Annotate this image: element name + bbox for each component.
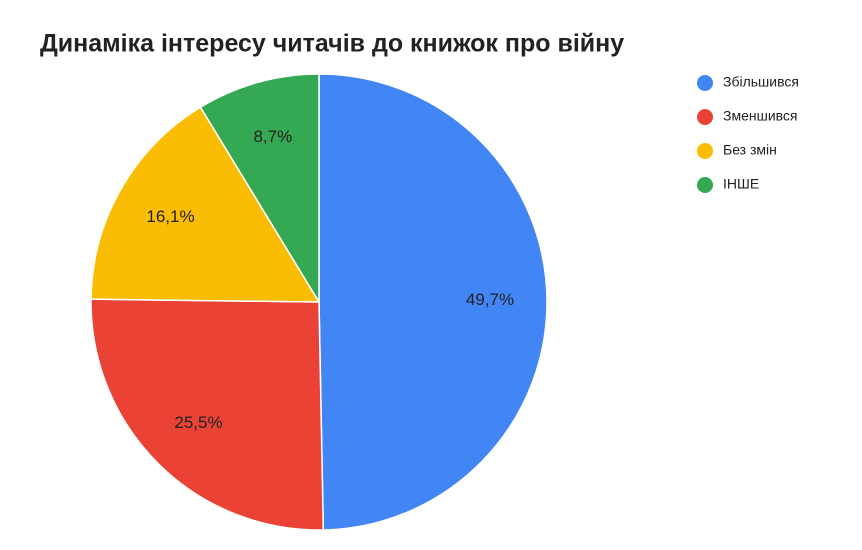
- pie-slice: [318, 73, 548, 531]
- legend-label: Без змін: [723, 142, 777, 158]
- pie-slice: [199, 73, 320, 305]
- legend-label: Зменшився: [723, 108, 798, 124]
- legend-swatch: [697, 75, 713, 91]
- pie-slice: [90, 106, 321, 303]
- legend-label: ІНШЕ: [723, 176, 759, 192]
- legend-label: Збільшився: [723, 74, 799, 90]
- data-label: 16,1%: [146, 207, 194, 226]
- legend-swatch: [697, 177, 713, 193]
- pie-slice: [90, 298, 325, 531]
- legend-swatch: [697, 143, 713, 159]
- chart-title: Динаміка інтересу читачів до книжок про …: [40, 30, 624, 58]
- data-label: 49,7%: [466, 290, 514, 309]
- data-label: 25,5%: [174, 413, 222, 432]
- legend-swatch: [697, 109, 713, 125]
- data-label: 8,7%: [253, 127, 292, 146]
